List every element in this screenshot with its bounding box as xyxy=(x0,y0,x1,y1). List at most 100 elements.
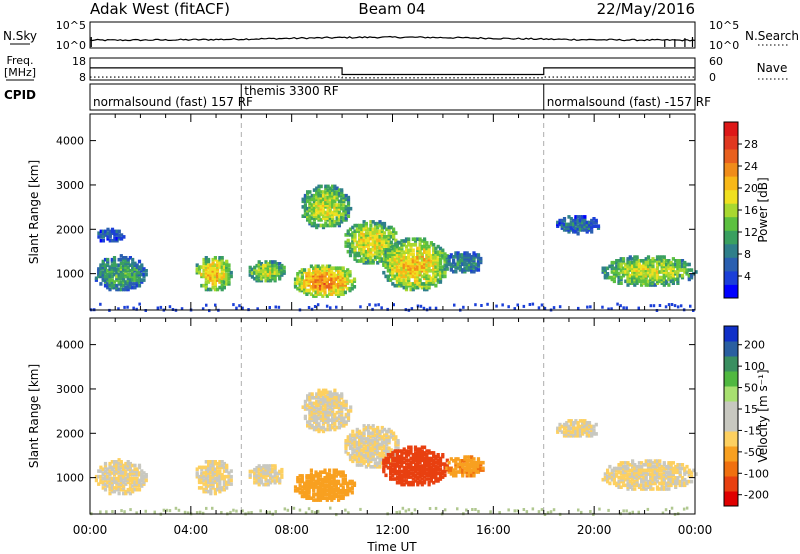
range-gate-cell xyxy=(303,487,307,491)
range-gate-cell xyxy=(325,285,329,289)
range-gate-cell xyxy=(342,405,346,409)
range-gate-cell xyxy=(331,192,335,196)
range-gate-cell xyxy=(633,474,637,478)
range-gate-cell xyxy=(386,466,390,470)
range-gate-cell xyxy=(355,240,359,245)
range-gate-cell xyxy=(337,479,341,484)
range-gate-cell xyxy=(395,480,399,485)
range-gate-cell xyxy=(418,456,422,461)
range-gate-cell xyxy=(213,274,217,279)
colorbar-segment xyxy=(724,341,738,357)
range-gate-cell xyxy=(253,473,257,478)
range-gate-cell xyxy=(248,269,252,274)
range-gate-cell xyxy=(552,306,556,310)
range-gate-cell xyxy=(220,257,224,262)
range-gate-cell xyxy=(655,275,660,280)
range-gate-cell xyxy=(259,479,264,483)
range-gate-cell xyxy=(467,262,472,267)
range-gate-cell xyxy=(646,472,651,476)
range-gate-cell xyxy=(309,472,313,476)
range-gate-cell xyxy=(335,208,339,213)
range-gate-cell xyxy=(652,304,656,308)
range-gate-cell xyxy=(213,276,217,281)
range-gate-cell xyxy=(296,476,300,480)
range-gate-cell xyxy=(316,279,320,283)
range-gate-cell xyxy=(649,464,653,469)
range-gate-cell xyxy=(106,476,110,481)
range-gate-cell xyxy=(341,474,345,478)
range-gate-cell xyxy=(124,491,128,496)
range-gate-cell xyxy=(443,257,447,262)
range-gate-cell xyxy=(314,272,318,276)
range-gate-cell xyxy=(409,482,413,487)
range-gate-cell xyxy=(619,304,622,308)
range-gate-cell xyxy=(197,486,202,490)
range-gate-cell xyxy=(207,474,211,479)
range-gate-cell xyxy=(204,474,208,479)
range-gate-cell xyxy=(337,409,341,413)
colorbar-tick-label: 8 xyxy=(744,248,751,261)
range-gate-cell xyxy=(577,306,580,310)
range-gate-cell xyxy=(617,262,621,267)
range-gate-cell xyxy=(633,479,637,484)
range-gate-cell xyxy=(332,272,336,276)
range-gate-cell xyxy=(335,397,339,402)
range-gate-cell xyxy=(308,405,312,409)
range-gate-cell xyxy=(458,266,462,270)
range-gate-cell xyxy=(423,265,427,269)
range-gate-cell xyxy=(400,265,404,269)
range-gate-cell xyxy=(333,403,337,408)
range-gate-cell xyxy=(683,477,687,482)
search-tick-top: 10^5 xyxy=(709,19,739,32)
range-gate-cell xyxy=(438,250,443,254)
range-gate-cell xyxy=(342,399,346,404)
range-gate-cell xyxy=(411,256,415,260)
range-gate-cell xyxy=(202,283,206,288)
range-gate-cell xyxy=(314,286,318,291)
range-gate-cell xyxy=(642,270,646,274)
range-gate-cell xyxy=(305,494,309,499)
range-gate-cell xyxy=(313,305,317,308)
range-gate-cell xyxy=(305,474,309,478)
range-gate-cell xyxy=(330,270,334,274)
range-gate-cell xyxy=(122,491,126,496)
range-gate-cell xyxy=(348,489,352,493)
range-gate-cell xyxy=(461,253,465,257)
range-gate-cell xyxy=(376,442,380,447)
range-gate-cell xyxy=(119,287,123,292)
range-gate-cell xyxy=(669,275,673,280)
range-gate-cell xyxy=(222,272,226,277)
range-gate-cell xyxy=(667,259,671,263)
range-gate-cell xyxy=(225,265,229,269)
range-gate-cell xyxy=(373,227,377,232)
range-gate-cell xyxy=(581,419,585,423)
range-gate-cell xyxy=(432,270,436,275)
range-gate-cell xyxy=(220,274,224,279)
range-gate-cell xyxy=(380,236,384,241)
range-gate-cell xyxy=(307,270,311,274)
range-gate-cell xyxy=(99,302,102,306)
range-gate-cell xyxy=(317,216,321,220)
range-gate-cell xyxy=(667,483,671,488)
range-gate-cell xyxy=(438,280,443,284)
range-gate-cell xyxy=(456,470,460,474)
range-gate-cell xyxy=(335,399,339,404)
range-gate-cell xyxy=(126,267,130,271)
range-gate-cell xyxy=(590,430,594,434)
range-gate-cell xyxy=(470,464,474,469)
range-gate-cell xyxy=(355,459,359,464)
range-gate-cell xyxy=(438,265,443,269)
range-gate-cell xyxy=(420,453,424,457)
range-gate-cell xyxy=(364,233,368,237)
range-gate-cell xyxy=(122,280,126,284)
range-gate-cell xyxy=(213,471,217,475)
range-gate-cell xyxy=(658,304,662,307)
range-gate-cell xyxy=(389,466,393,470)
range-gate-cell xyxy=(384,261,388,266)
range-gate-cell xyxy=(216,265,220,269)
range-gate-cell xyxy=(358,233,362,237)
range-gate-cell xyxy=(101,476,105,481)
range-gate-cell xyxy=(317,197,321,202)
range-gate-cell xyxy=(578,220,582,225)
range-gate-cell xyxy=(358,229,362,233)
